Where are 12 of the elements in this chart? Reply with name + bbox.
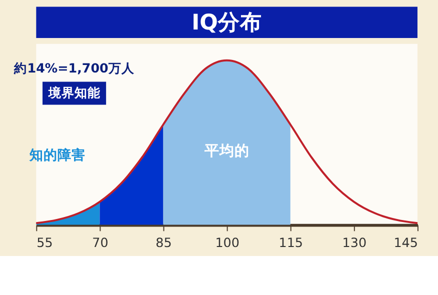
annotation: 知的障害 — [28, 146, 86, 164]
x-tick-label: 115 — [278, 234, 303, 250]
annotation: 約14%=1,700万人 — [13, 60, 136, 76]
x-tick-label: 145 — [394, 234, 418, 250]
x-tick-label: 130 — [342, 234, 367, 250]
annotation: 境界知能 — [47, 85, 102, 100]
x-tick-label: 85 — [156, 234, 172, 250]
chart-title: IQ分布 — [192, 10, 262, 36]
x-tick-label: 70 — [92, 234, 108, 250]
annotation: 平均的 — [203, 142, 250, 160]
x-tick-label: 55 — [36, 234, 53, 250]
x-tick-label: 100 — [215, 234, 240, 250]
